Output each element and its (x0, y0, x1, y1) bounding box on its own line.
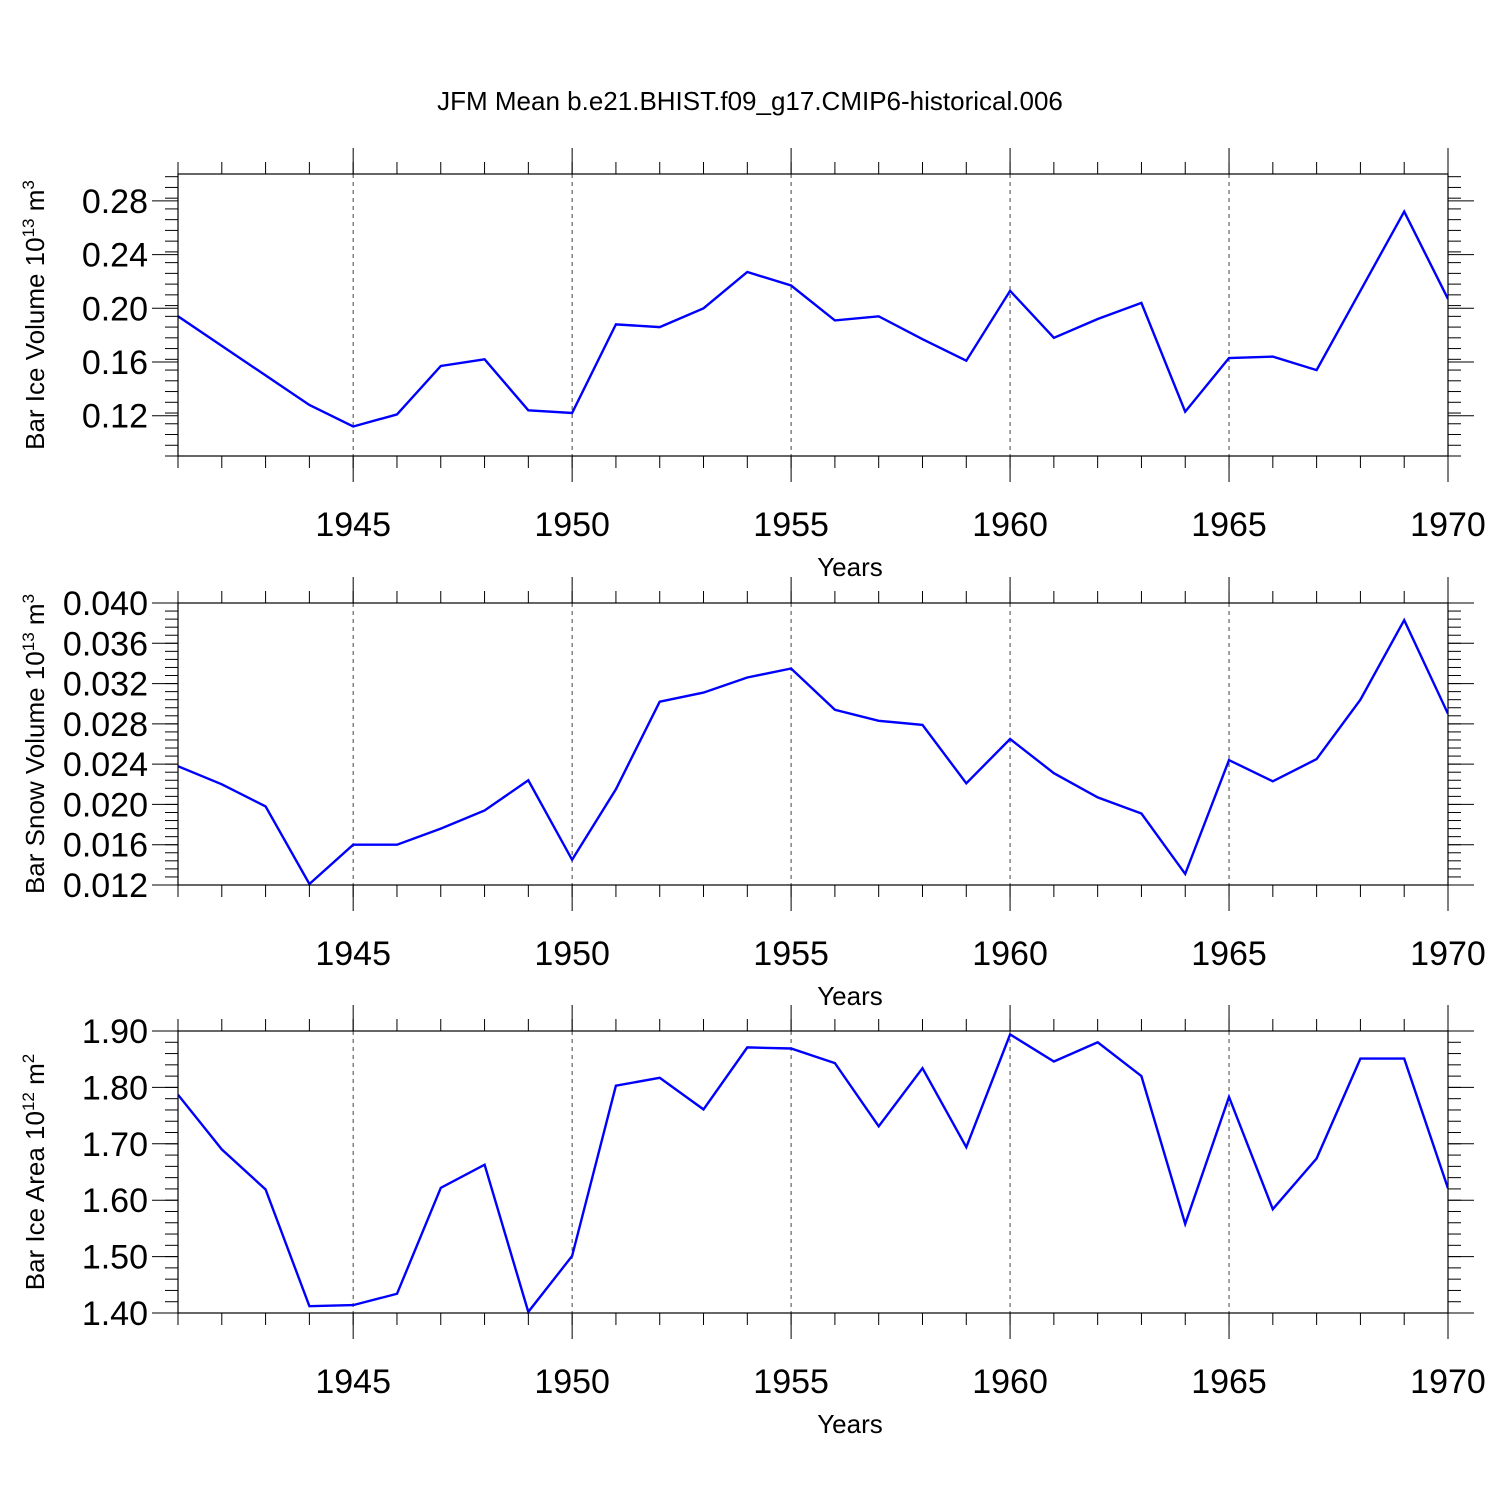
x-axis-label: Years (817, 981, 883, 1011)
x-axis-label: Years (817, 552, 883, 582)
y-axis-label: Bar Ice Volume 1013 m3 (19, 180, 50, 450)
x-tick-label: 1970 (1410, 935, 1486, 973)
x-tick-label: 1970 (1410, 506, 1486, 544)
data-series-line (178, 1032, 1448, 1315)
data-series-line (178, 617, 1448, 886)
x-axis-label: Years (817, 1409, 883, 1439)
panel-1: 0.12 0.16 0.20 0.24 0.28 1945 1950 1955 1960 1965… (19, 148, 1486, 582)
y-tick-label: 0.036 (63, 625, 148, 663)
x-tick-label: 1955 (753, 506, 829, 544)
y-tick-label: 0.028 (63, 706, 148, 744)
plot-frame (177, 173, 1449, 457)
y-axis-label: Bar Ice Area 1012 m2 (19, 1054, 50, 1291)
y-tick-label: 1.80 (82, 1069, 148, 1107)
chart-title: JFM Mean b.e21.BHIST.f09_g17.CMIP6-histo… (437, 86, 1063, 116)
x-tick-label: 1960 (972, 1363, 1048, 1401)
data-series-line (178, 209, 1448, 428)
y-tick-label: 0.032 (63, 666, 148, 704)
x-tick-label: 1965 (1191, 506, 1267, 544)
y-tick-label: 1.50 (82, 1239, 148, 1277)
x-tick-label: 1945 (315, 1363, 391, 1401)
y-tick-label: 0.16 (82, 344, 148, 382)
y-tick-label: 0.12 (82, 398, 148, 436)
x-tick-label: 1945 (315, 506, 391, 544)
y-tick-label: 0.040 (63, 585, 148, 623)
x-tick-label: 1955 (753, 1363, 829, 1401)
y-tick-label: 1.40 (82, 1295, 148, 1333)
panel-2: 0.0120.0160.0200.0240.0280.0320.0360.040… (19, 577, 1486, 1011)
x-tick-label: 1960 (972, 506, 1048, 544)
x-tick-label: 1945 (315, 935, 391, 973)
y-axis-label: Bar Snow Volume 1013 m3 (19, 594, 50, 894)
y-tick-label: 0.016 (63, 827, 148, 865)
y-tick-label: 1.60 (82, 1182, 148, 1220)
x-tick-label: 1970 (1410, 1363, 1486, 1401)
x-tick-label: 1950 (534, 935, 610, 973)
x-tick-label: 1960 (972, 935, 1048, 973)
plot-frame (177, 602, 1449, 886)
y-tick-label: 0.24 (82, 237, 148, 275)
y-tick-label: 0.012 (63, 867, 148, 905)
x-tick-label: 1950 (534, 1363, 610, 1401)
plot-frame (177, 1030, 1449, 1314)
y-tick-label: 1.70 (82, 1126, 148, 1164)
y-tick-label: 0.20 (82, 290, 148, 328)
x-tick-label: 1955 (753, 935, 829, 973)
y-tick-label: 0.024 (63, 746, 148, 784)
x-tick-label: 1965 (1191, 1363, 1267, 1401)
panel-3: 1.40 1.50 1.60 1.70 1.80 1.90 1945 1950 1955 1960… (19, 1005, 1486, 1439)
x-tick-label: 1965 (1191, 935, 1267, 973)
y-tick-label: 0.28 (82, 183, 148, 221)
y-tick-label: 1.90 (82, 1013, 148, 1051)
y-tick-label: 0.020 (63, 786, 148, 824)
x-tick-label: 1950 (534, 506, 610, 544)
